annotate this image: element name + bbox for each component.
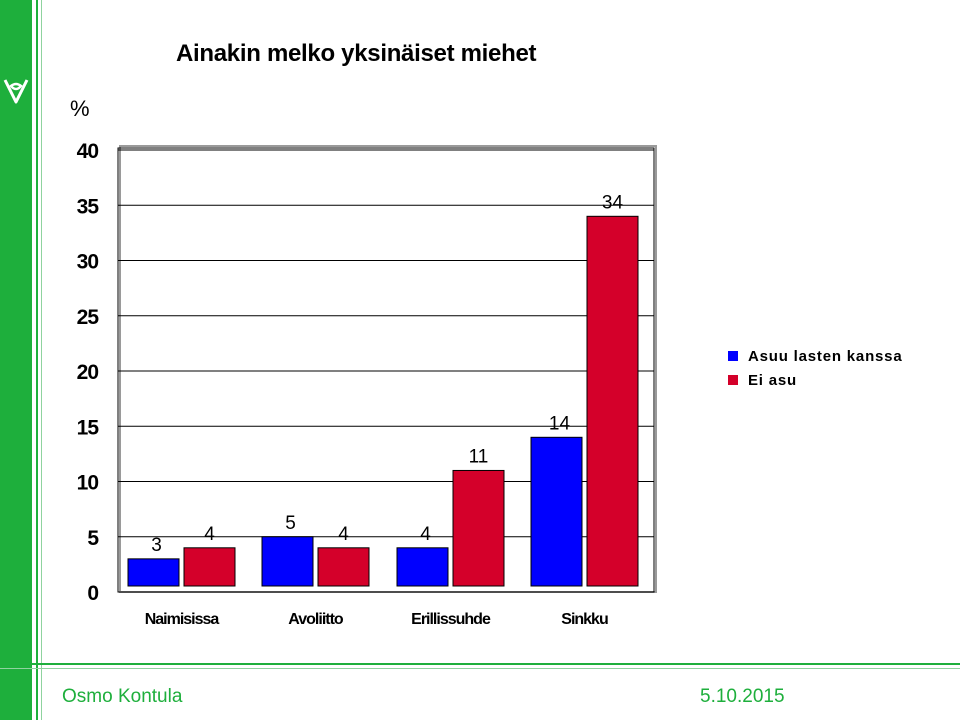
bar [586,215,639,587]
left-accent-band [0,0,32,720]
footer-date: 5.10.2015 [700,686,785,707]
x-tick-label: Sinkku [561,611,608,628]
data-label: 4 [204,524,215,545]
legend-label: Ei asu [748,371,797,389]
x-tick-label: Erillissuhde [411,611,491,628]
bar [530,436,583,587]
y-tick-label: 30 [77,251,99,274]
data-label: 11 [469,446,489,467]
bar-chart: 0510152025303540%34Naimisissa54Avoliitto… [70,96,657,628]
y-tick-label: 0 [87,582,98,605]
y-tick-label: 25 [77,306,100,329]
footer-divider-line [0,663,960,665]
chart-legend: Asuu lasten kanssa Ei asu [728,344,902,392]
x-tick-label: Naimisissa [145,611,220,628]
chart-title: Ainakin melko yksinäiset miehet [176,40,537,67]
leaf-emblem-icon [3,79,29,104]
legend-swatch-red [728,375,738,385]
bar [183,547,236,587]
y-axis-label: % [70,96,90,121]
data-label: 34 [602,192,624,213]
plot-frame [117,147,655,593]
footer-divider-line-thin [0,668,960,669]
left-accent-line [36,0,38,720]
y-tick-label: 10 [77,472,99,495]
y-tick-label: 35 [77,195,100,218]
left-accent-line-thin [41,0,42,720]
data-label: 3 [151,535,162,556]
legend-item-series-2: Ei asu [728,368,902,392]
data-label: 4 [338,524,349,545]
bar [317,547,370,587]
bar [452,469,505,587]
y-tick-label: 40 [77,140,99,163]
x-tick-label: Avoliitto [288,611,344,628]
legend-label: Asuu lasten kanssa [748,347,903,365]
legend-swatch-blue [728,351,738,361]
data-label: 5 [285,513,296,534]
bar [396,547,449,587]
data-label: 4 [420,524,431,545]
y-tick-label: 5 [87,527,99,550]
y-tick-label: 20 [77,361,99,384]
legend-item-series-1: Asuu lasten kanssa [728,344,902,368]
data-label: 14 [549,413,571,434]
bar [261,536,314,587]
bar [127,558,180,587]
footer-author: Osmo Kontula [62,686,183,707]
y-tick-label: 15 [77,416,100,439]
